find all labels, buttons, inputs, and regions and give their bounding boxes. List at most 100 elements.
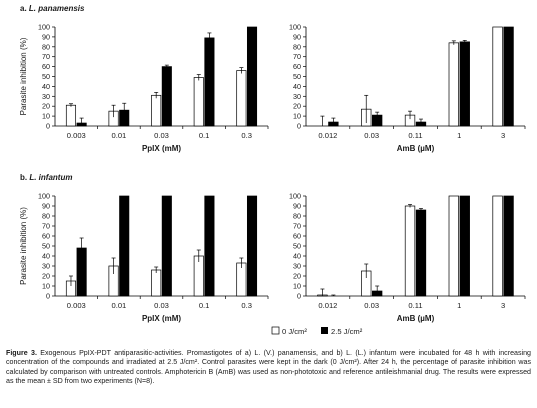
y-tick-label: 30 [42, 92, 50, 101]
y-tick-label: 70 [42, 52, 50, 61]
y-tick-label: 50 [293, 72, 301, 81]
y-axis-title: Parasite inhibition (%) [19, 37, 28, 115]
y-tick-label: 80 [42, 212, 50, 221]
bar-0j [492, 26, 503, 127]
y-tick-label: 70 [293, 222, 301, 231]
x-category-label: 3 [501, 301, 505, 310]
y-tick-label: 60 [293, 232, 301, 241]
y-tick-label: 30 [293, 92, 301, 101]
y-tick-label: 40 [293, 82, 301, 91]
legend-swatch-0j [271, 326, 280, 335]
y-tick-label: 0 [297, 292, 301, 301]
y-tick-label: 10 [293, 112, 301, 121]
panel-b-title: b. L. infantum [20, 173, 72, 182]
panel-a-title: a. L. panamensis [20, 4, 85, 13]
y-tick-label: 90 [42, 32, 50, 41]
y-tick-label: 50 [42, 242, 50, 251]
x-axis-title: PpIX (mM) [142, 144, 181, 153]
y-axis-title: Parasite inhibition (%) [19, 207, 28, 285]
y-tick-label: 90 [42, 202, 50, 211]
bar-0j [404, 205, 416, 297]
y-tick-label: 10 [293, 282, 301, 291]
bar-0j [236, 70, 247, 127]
y-tick-label: 20 [293, 102, 301, 111]
x-category-label: 0.012 [318, 131, 337, 140]
y-tick-label: 100 [289, 192, 301, 201]
bar-0j [151, 94, 162, 127]
y-tick-label: 100 [38, 192, 50, 201]
bar-2-5j [503, 26, 514, 127]
bar-0j [448, 195, 459, 297]
x-category-label: 0.01 [112, 301, 127, 310]
x-category-label: 0.003 [67, 131, 86, 140]
x-category-label: 0.1 [199, 301, 210, 310]
legend: 0 J/cm² 2.5 J/cm² [271, 326, 363, 336]
y-tick-label: 50 [42, 72, 50, 81]
y-tick-label: 20 [42, 102, 50, 111]
bar-2-5j [459, 195, 470, 297]
bar-0j [448, 42, 459, 127]
x-category-label: 0.3 [241, 301, 252, 310]
y-tick-label: 0 [297, 122, 301, 131]
x-category-label: 0.11 [408, 301, 422, 310]
y-tick-label: 50 [293, 242, 301, 251]
x-category-label: 0.03 [364, 301, 379, 310]
x-axis-title: PpIX (mM) [142, 314, 181, 323]
x-category-label: 0.012 [318, 301, 337, 310]
x-axis-title: AmB (µM) [397, 144, 435, 153]
y-tick-label: 80 [42, 42, 50, 51]
x-axis-title: AmB (µM) [397, 314, 435, 323]
legend-label-0j: 0 J/cm² [282, 327, 307, 336]
y-tick-label: 40 [293, 252, 301, 261]
y-tick-label: 20 [42, 272, 50, 281]
caption-lead: Figure 3. [6, 349, 37, 357]
bar-2-5j [204, 37, 215, 127]
bar-2-5j [503, 195, 514, 297]
bar-2-5j [246, 195, 258, 297]
bar-2-5j [161, 195, 172, 297]
figure-caption: Figure 3. Exogenous PpIX-PDT antiparasit… [6, 349, 531, 387]
legend-label-2-5j: 2.5 J/cm² [331, 327, 363, 336]
x-category-label: 0.1 [199, 131, 210, 140]
x-category-label: 0.003 [67, 301, 86, 310]
x-category-label: 0.03 [154, 301, 169, 310]
bar-0j [65, 104, 77, 127]
x-category-label: 0.03 [364, 131, 379, 140]
bar-0j [193, 77, 204, 127]
x-category-label: 0.11 [408, 131, 422, 140]
y-tick-label: 30 [42, 262, 50, 271]
x-category-label: 1 [457, 131, 461, 140]
y-tick-label: 0 [46, 292, 50, 301]
y-tick-label: 20 [293, 272, 301, 281]
y-tick-label: 10 [42, 282, 50, 291]
y-tick-label: 60 [293, 62, 301, 71]
y-tick-label: 80 [293, 212, 301, 221]
y-tick-label: 40 [42, 82, 50, 91]
bar-2-5j [459, 41, 470, 127]
x-category-label: 0.03 [154, 131, 169, 140]
caption-text: Exogenous PpIX-PDT antiparasitic-activit… [6, 349, 531, 386]
y-tick-label: 70 [42, 222, 50, 231]
figure-3: a. L. panamensis b. L. infantum 01020304… [19, 4, 526, 336]
y-tick-label: 30 [293, 262, 301, 271]
legend-swatch-2-5j [321, 327, 328, 334]
y-tick-label: 0 [46, 122, 50, 131]
bar-2-5j [161, 66, 172, 127]
y-tick-label: 90 [293, 202, 301, 211]
bar-0j [151, 269, 162, 297]
bar-2-5j [415, 209, 427, 297]
bar-2-5j [204, 195, 215, 297]
y-tick-label: 100 [38, 23, 50, 32]
bar-2-5j [119, 195, 130, 297]
bar-2-5j [246, 26, 258, 127]
y-tick-label: 60 [42, 232, 50, 241]
y-tick-label: 10 [42, 112, 50, 121]
y-tick-label: 90 [293, 32, 301, 41]
y-tick-label: 60 [42, 62, 50, 71]
bar-0j [492, 195, 503, 297]
x-category-label: 1 [457, 301, 461, 310]
